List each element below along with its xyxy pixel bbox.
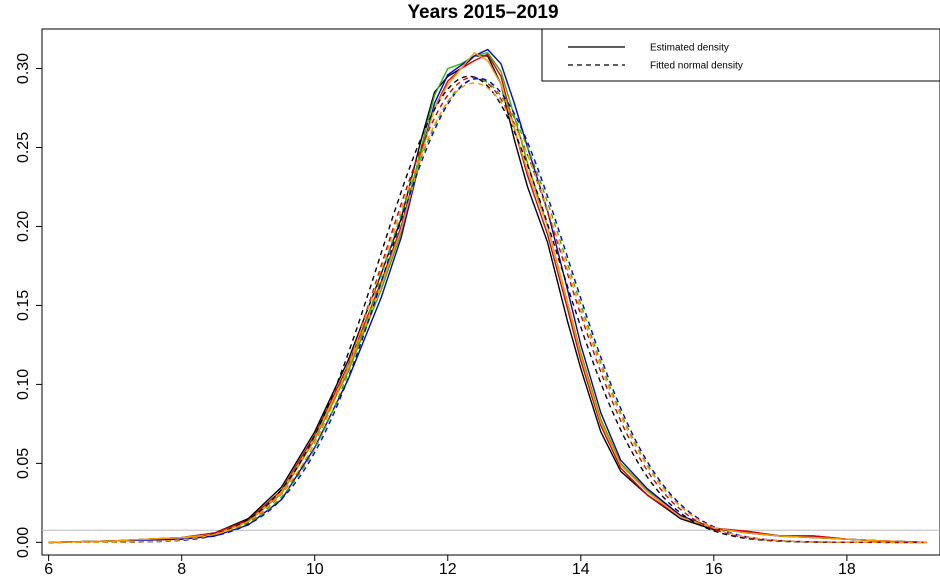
y-axis: 0.00 0.05 0.10 0.15 0.20 0.25 0.30 <box>15 53 42 558</box>
x-tick-label: 6 <box>44 561 53 578</box>
legend-box <box>541 28 940 82</box>
x-tick-label: 14 <box>572 561 590 578</box>
fitted-normal-line-8 <box>48 77 924 544</box>
y-tick-label: 0.15 <box>15 290 32 321</box>
y-tick-label: 0.25 <box>15 132 32 163</box>
x-tick-label: 8 <box>177 561 186 578</box>
legend: Estimated density Fitted normal density <box>541 28 940 82</box>
fitted-normal-line-5 <box>48 75 924 544</box>
fitted-normal-line-6 <box>48 76 924 544</box>
chart-title: Years 2015–2019 <box>407 2 558 23</box>
x-tick-label: 12 <box>439 561 457 578</box>
fitted-normal-line-7 <box>48 78 924 544</box>
y-tick-label: 0.05 <box>15 448 32 479</box>
y-tick-label: 0.00 <box>15 527 32 558</box>
x-tick-label: 18 <box>838 561 856 578</box>
plot-frame <box>41 28 940 556</box>
estimated-density-line-0 <box>48 55 927 544</box>
estimated-density-line-1 <box>48 53 927 544</box>
legend-label-fitted: Fitted normal density <box>650 61 743 72</box>
y-tick-label: 0.30 <box>15 53 32 84</box>
fitted-normal-line-9 <box>48 82 924 544</box>
series-layer <box>48 48 927 544</box>
x-tick-label: 10 <box>306 561 324 578</box>
legend-label-estimated: Estimated density <box>650 43 729 54</box>
estimated-density-line-3 <box>48 48 927 544</box>
estimated-density-line-4 <box>48 52 927 544</box>
x-axis: 6 8 10 12 14 16 18 <box>44 555 856 578</box>
y-tick-label: 0.10 <box>15 369 32 400</box>
y-tick-label: 0.20 <box>15 211 32 242</box>
estimated-density-line-2 <box>48 52 927 544</box>
x-tick-label: 16 <box>705 561 723 578</box>
